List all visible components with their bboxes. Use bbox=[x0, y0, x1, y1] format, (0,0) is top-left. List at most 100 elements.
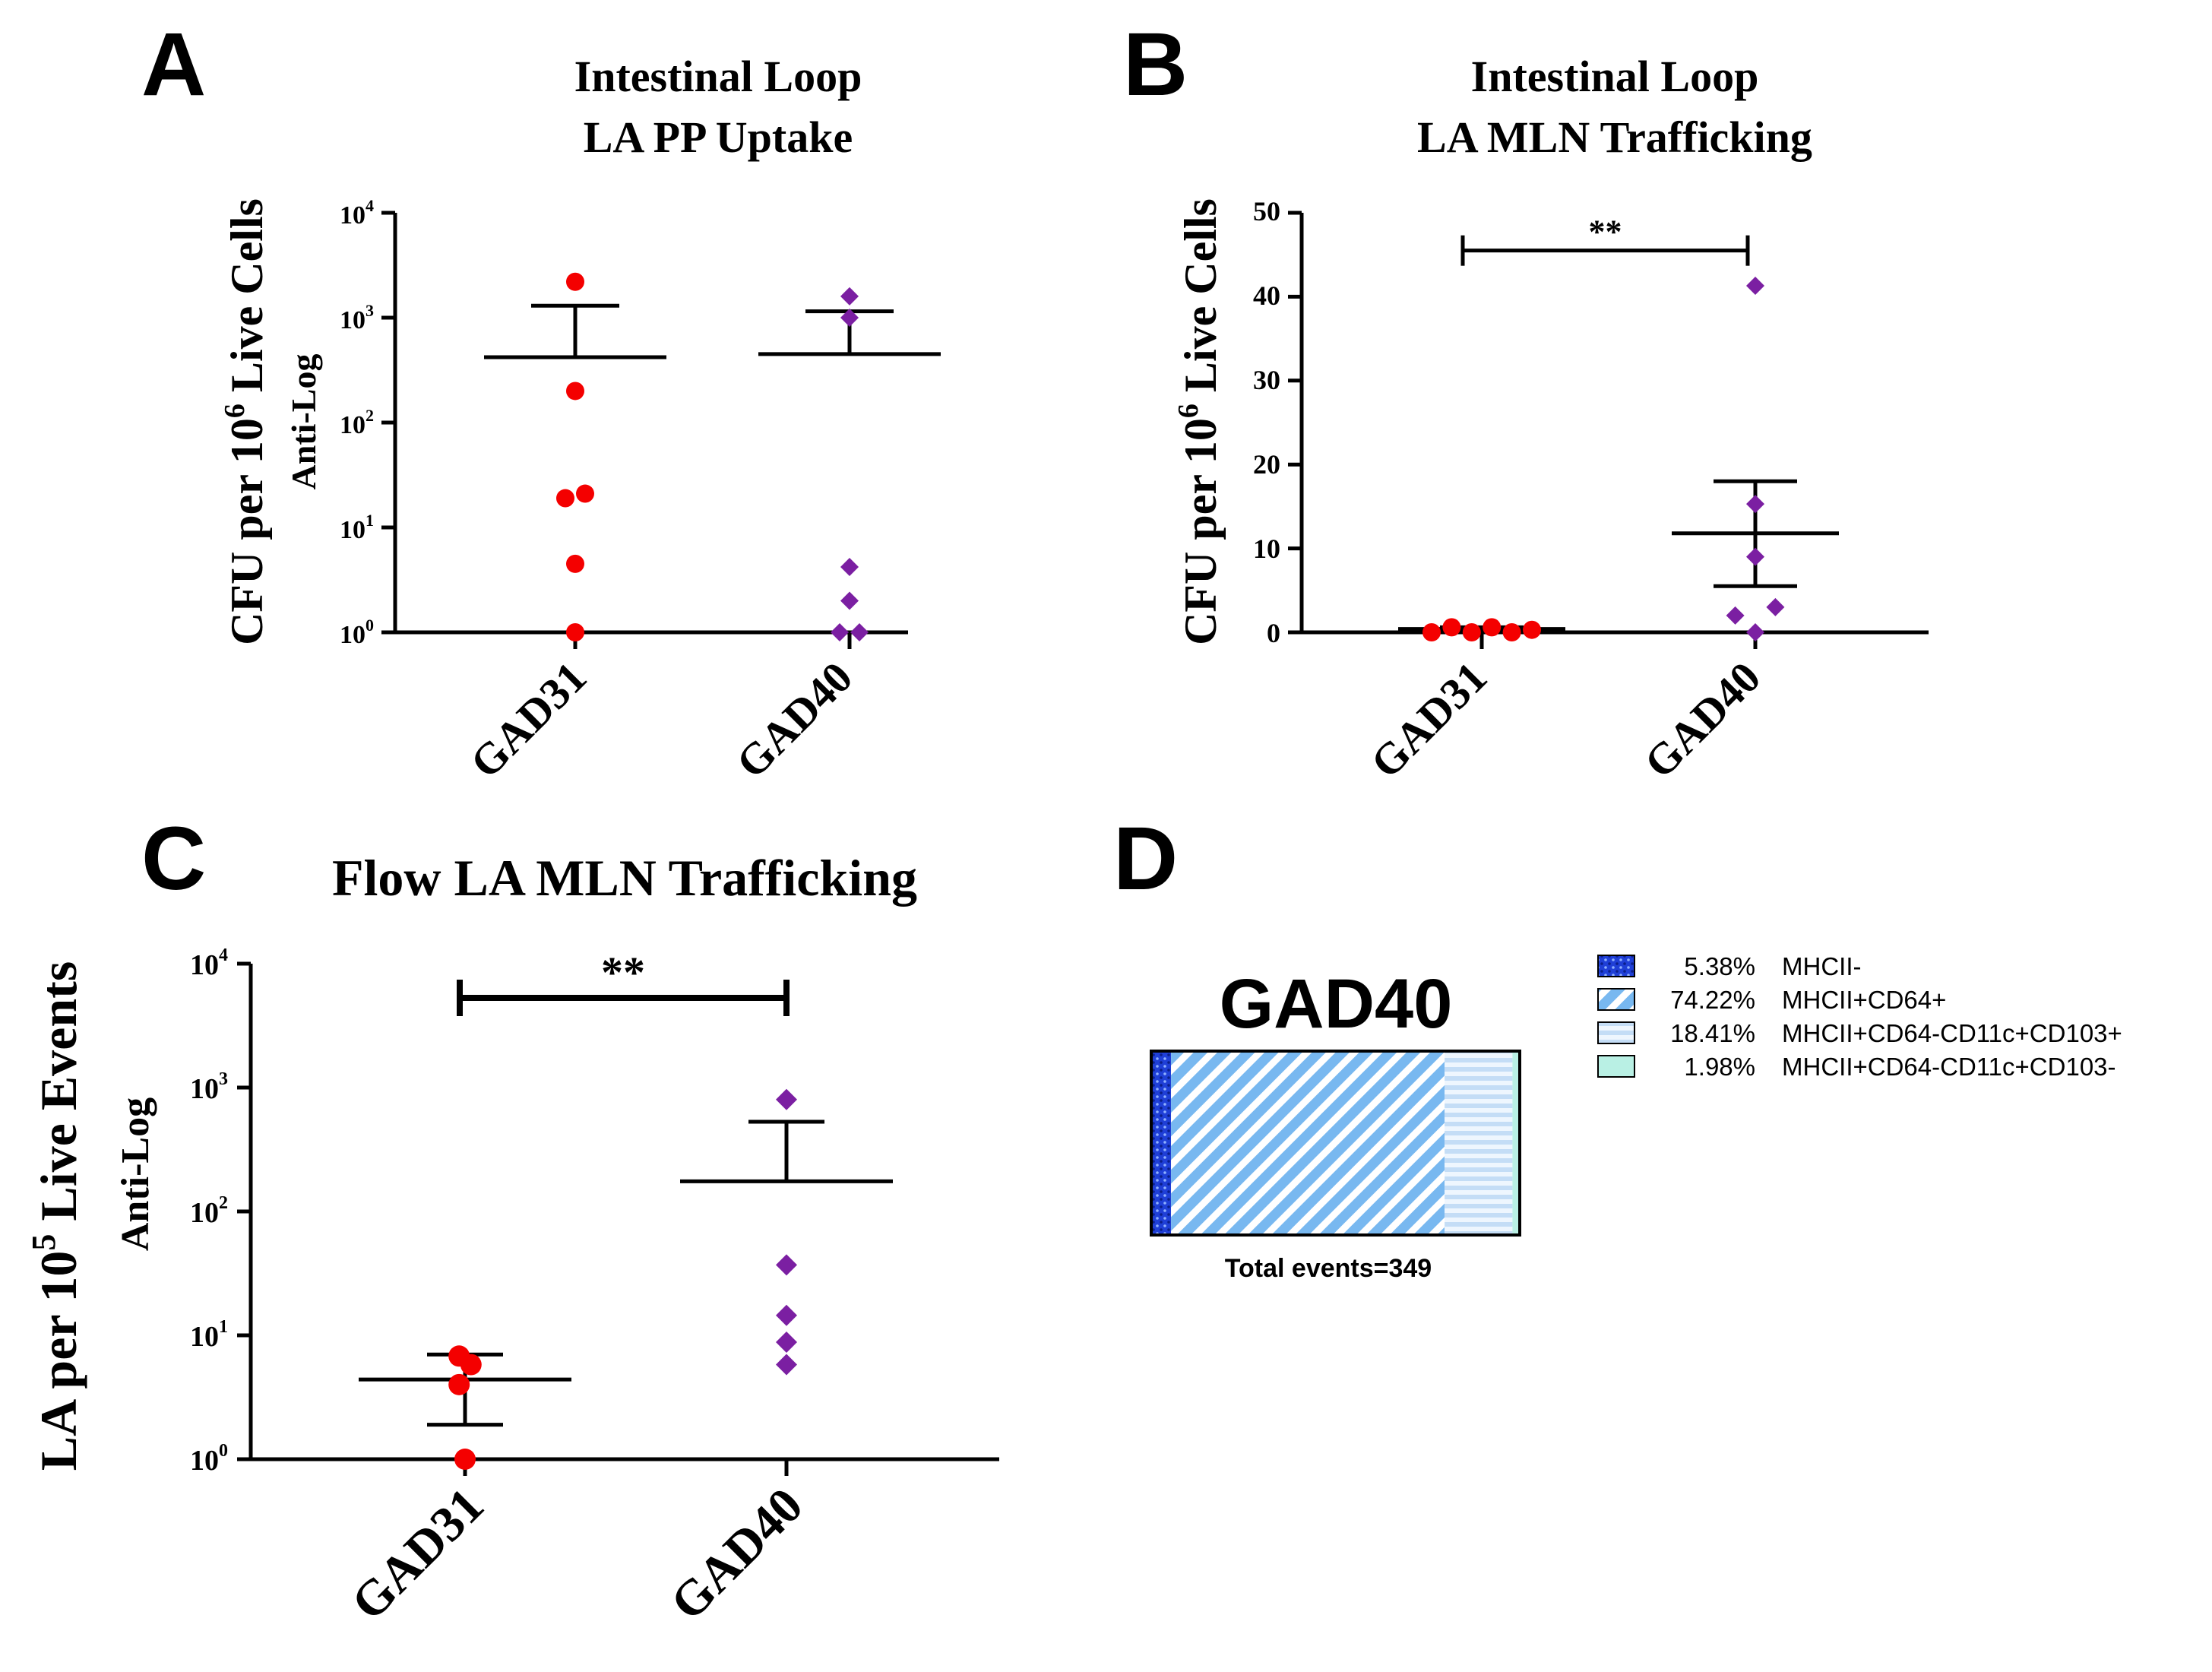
panel-d-bar-border bbox=[1150, 1050, 1521, 1237]
panel-b-y-label: CFU per 106 Live Cells bbox=[1172, 198, 1226, 645]
panel-d-bar-segment-2 bbox=[1171, 1051, 1445, 1235]
panel-d-legend-label-3: MHCII+CD64-CD11c+CD103+ bbox=[1782, 1019, 2122, 1047]
panel-c-y-tick-label: 102 bbox=[190, 1193, 228, 1229]
panel-a-y-tick-label: 103 bbox=[340, 301, 374, 334]
panel-a-data-point-gad31 bbox=[576, 484, 594, 503]
panel-b-data-point-gad40 bbox=[1766, 597, 1785, 616]
panel-a-data-point-gad31 bbox=[556, 489, 574, 508]
panel-b-title-line1: Intestinal Loop bbox=[1471, 52, 1759, 101]
panel-d-chart: GAD40 Total events=349 5.38% MHCII- 74.22%… bbox=[1150, 952, 2122, 1283]
panel-letter-b: B bbox=[1123, 14, 1188, 115]
panel-b-data-point-gad40 bbox=[1746, 623, 1764, 641]
panel-a-title-line1: Intestinal Loop bbox=[574, 52, 862, 101]
panel-d-legend-percent-4: 1.98% bbox=[1684, 1053, 1755, 1081]
panel-b-y-axis: 0 10 20 30 40 50 bbox=[1253, 196, 1304, 648]
panel-d-legend-swatch-1 bbox=[1597, 955, 1635, 977]
panel-c-y-tick-label: 100 bbox=[190, 1441, 228, 1477]
panel-a-y-tick-label: 104 bbox=[340, 196, 374, 230]
panel-c-data-point-gad31 bbox=[460, 1354, 482, 1376]
panel-b-data-point-gad31 bbox=[1422, 623, 1441, 641]
panel-b-chart: Intestinal Loop LA MLN Trafficking 0 10 … bbox=[1172, 52, 1929, 787]
panel-c-x-tick-label: GAD31 bbox=[341, 1477, 495, 1631]
panel-c-marks: ** bbox=[237, 948, 893, 1476]
panel-c-y-sublabel: Anti-Log bbox=[114, 1097, 157, 1251]
panel-a-data-point-gad40 bbox=[840, 557, 859, 576]
panel-c-title: Flow LA MLN Trafficking bbox=[332, 849, 917, 907]
panel-b-data-point-gad31 bbox=[1442, 618, 1461, 637]
panel-c-y-label: LA per 105 Live Events bbox=[25, 961, 87, 1471]
panel-b-data-point-gad40 bbox=[1726, 606, 1745, 625]
panel-a-data-point-gad40 bbox=[840, 287, 859, 306]
panel-d-legend-percent-2: 74.22% bbox=[1670, 986, 1755, 1014]
panel-d-legend-label-2: MHCII+CD64+ bbox=[1782, 986, 1946, 1014]
panel-a-y-tick-label: 100 bbox=[340, 616, 374, 649]
panel-a-marks bbox=[381, 211, 941, 649]
panel-b-y-tick-label: 10 bbox=[1253, 534, 1280, 564]
panel-c-data-point-gad31 bbox=[448, 1373, 470, 1395]
panel-b-title-line2: LA MLN Trafficking bbox=[1417, 112, 1812, 162]
panel-b-y-tick-label: 20 bbox=[1253, 449, 1280, 480]
panel-b-data-point-gad31 bbox=[1523, 620, 1541, 639]
panel-b-data-point-gad40 bbox=[1746, 495, 1764, 514]
panel-c-y-tick-label: 104 bbox=[190, 945, 228, 981]
panel-d-legend-swatch-4 bbox=[1597, 1055, 1635, 1078]
panel-a-y-tick-label: 102 bbox=[340, 406, 374, 439]
panel-letter-d: D bbox=[1113, 809, 1178, 909]
panel-b-y-tick-label: 0 bbox=[1267, 618, 1280, 648]
panel-c-y-tick-label: 101 bbox=[190, 1317, 228, 1353]
panel-d-bar-segment-4 bbox=[1512, 1051, 1520, 1235]
panel-d-stacked-bar bbox=[1151, 1051, 1520, 1235]
panel-b-data-point-gad31 bbox=[1483, 618, 1502, 637]
panel-c-data-point-gad31 bbox=[454, 1449, 476, 1470]
panel-b-x-tick-label: GAD31 bbox=[1361, 652, 1496, 787]
panel-a-data-point-gad31 bbox=[566, 554, 584, 573]
panel-b-marks: ** bbox=[1288, 211, 1839, 649]
panel-a-y-label: CFU per 106 Live Cells bbox=[219, 198, 272, 645]
panel-c-chart: Flow LA MLN Trafficking 100 101 102 103 … bbox=[25, 849, 999, 1631]
panel-d-bar-segment-3 bbox=[1445, 1051, 1513, 1235]
panel-a-data-point-gad31 bbox=[566, 382, 584, 401]
panel-a-data-point-gad31 bbox=[566, 272, 584, 291]
panel-a-x-tick-label: GAD40 bbox=[726, 652, 862, 787]
panel-a-y-sublabel: Anti-Log bbox=[284, 354, 323, 490]
panel-b-significance-label: ** bbox=[1589, 214, 1622, 251]
panel-a-y-axis: 100 101 102 103 104 bbox=[340, 196, 397, 649]
panel-c-data-point-gad40 bbox=[776, 1088, 797, 1110]
panel-a-data-point-gad31 bbox=[566, 623, 584, 641]
panel-b-y-tick-label: 50 bbox=[1253, 196, 1280, 226]
panel-d-legend: 5.38% MHCII- 74.22% MHCII+CD64+ 18.41% MHCII+… bbox=[1597, 952, 2122, 1081]
panel-d-legend-label-1: MHCII- bbox=[1782, 952, 1861, 980]
panel-letter-a: A bbox=[141, 14, 206, 115]
panel-b-data-point-gad31 bbox=[1462, 623, 1481, 641]
panel-a-data-point-gad40 bbox=[831, 623, 849, 641]
panel-c-data-point-gad40 bbox=[776, 1332, 797, 1354]
panel-a-x-tick-label: GAD31 bbox=[460, 652, 596, 787]
panel-c-data-point-gad40 bbox=[776, 1254, 797, 1276]
panel-b-y-tick-label: 40 bbox=[1253, 280, 1280, 311]
panel-b-data-point-gad31 bbox=[1502, 623, 1521, 641]
panel-d-legend-swatch-3 bbox=[1597, 1021, 1635, 1044]
panel-a-y-tick-label: 101 bbox=[340, 511, 374, 544]
panel-d-footnote: Total events=349 bbox=[1225, 1254, 1432, 1283]
panel-d-legend-percent-1: 5.38% bbox=[1684, 952, 1755, 980]
panel-d-legend-label-4: MHCII+CD64-CD11c+CD103- bbox=[1782, 1053, 2116, 1081]
panel-d-title: GAD40 bbox=[1220, 965, 1453, 1043]
panel-c-data-point-gad40 bbox=[776, 1354, 797, 1376]
panel-b-x-tick-label: GAD40 bbox=[1634, 652, 1770, 787]
panel-a-chart: Intestinal Loop LA PP Uptake 100 101 102… bbox=[219, 52, 941, 787]
panel-c-x-tick-label: GAD40 bbox=[660, 1477, 814, 1631]
panel-c-data-point-gad40 bbox=[776, 1304, 797, 1326]
panel-letter-c: C bbox=[141, 809, 206, 909]
panel-d-bar-segment-1 bbox=[1151, 1051, 1172, 1235]
panel-b-data-point-gad40 bbox=[1746, 277, 1764, 296]
panel-a-data-point-gad40 bbox=[840, 309, 859, 327]
panel-b-y-tick-label: 30 bbox=[1253, 365, 1280, 395]
panel-c-significance-label: ** bbox=[601, 948, 645, 997]
panel-b-data-point-gad40 bbox=[1746, 547, 1764, 566]
panel-a-title-line2: LA PP Uptake bbox=[584, 112, 853, 162]
panel-d-legend-percent-3: 18.41% bbox=[1670, 1019, 1755, 1047]
panel-a-data-point-gad40 bbox=[840, 591, 859, 610]
panel-c-y-tick-label: 103 bbox=[190, 1069, 228, 1105]
panel-d-legend-swatch-2 bbox=[1597, 988, 1635, 1011]
